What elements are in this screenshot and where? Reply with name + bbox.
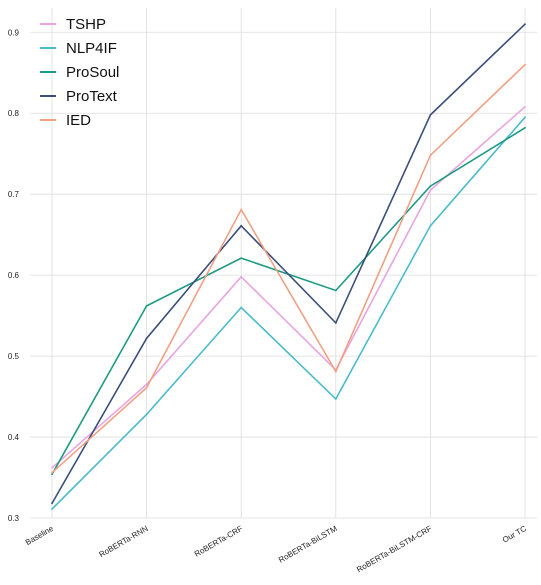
series-line-ied	[51, 64, 526, 474]
grid	[30, 8, 537, 519]
x-tick-label: Our TC	[501, 524, 528, 545]
data-point	[429, 189, 432, 192]
data-point	[240, 275, 243, 278]
axes: 0.3 0.4 0.5 0.6 0.7 0.8 0.9 Baseline RoBERTa-RNN…	[8, 28, 528, 574]
x-tick-label: RoBERTa-CRF	[193, 524, 244, 559]
data-point	[51, 508, 53, 510]
data-point	[240, 208, 243, 211]
legend-label: TSHP	[66, 16, 106, 33]
y-tick-label: 0.6	[8, 271, 20, 280]
y-tick-label: 0.4	[8, 433, 20, 442]
data-point	[240, 224, 243, 227]
data-point	[524, 116, 526, 119]
data-point	[145, 337, 148, 340]
data-point	[334, 370, 337, 373]
legend: TSHP NLP4IF ProSoul ProText IED	[40, 16, 119, 129]
data-point	[51, 473, 53, 476]
series-line-nlp4if	[51, 116, 526, 510]
data-point	[429, 224, 432, 227]
legend-label: NLP4IF	[66, 40, 117, 57]
data-point	[429, 154, 432, 157]
data-point	[334, 322, 337, 324]
data-point	[524, 63, 526, 66]
data-point	[145, 305, 148, 307]
legend-label: IED	[66, 112, 91, 129]
data-point	[524, 105, 526, 108]
y-tick-label: 0.3	[8, 514, 20, 523]
x-tick-label: Baseline	[24, 524, 56, 547]
data-point	[145, 386, 148, 389]
series-line-protext	[51, 23, 526, 504]
data-point	[51, 502, 53, 505]
data-point	[145, 413, 148, 416]
x-tick-label: RoBERTa-RNN	[97, 524, 149, 559]
series-line-prosoul	[51, 127, 526, 475]
data-point	[429, 113, 432, 116]
data-point	[334, 289, 337, 292]
x-tick-label: RoBERTa-BiLSTM-CRF	[355, 524, 433, 574]
y-tick-label: 0.8	[8, 109, 20, 118]
data-point	[240, 306, 243, 309]
series-line-tshp	[51, 106, 526, 469]
legend-label: ProSoul	[66, 64, 119, 81]
legend-label: ProText	[66, 88, 118, 105]
data-point	[240, 257, 243, 260]
data-point	[524, 23, 526, 26]
data-point	[51, 471, 53, 474]
data-point	[334, 398, 337, 400]
y-tick-label: 0.5	[8, 352, 20, 361]
data-point	[51, 466, 53, 469]
data-point	[524, 126, 526, 129]
data-point	[429, 185, 432, 187]
y-tick-label: 0.9	[8, 28, 20, 37]
data-point	[145, 383, 148, 386]
series-lines	[51, 23, 526, 510]
x-tick-label: RoBERTa-BiLSTM	[277, 524, 339, 565]
y-tick-label: 0.7	[8, 190, 20, 199]
